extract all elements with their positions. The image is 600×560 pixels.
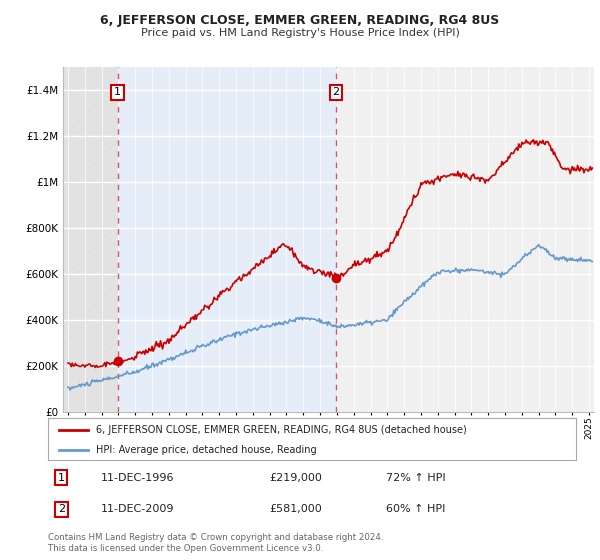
Text: 6, JEFFERSON CLOSE, EMMER GREEN, READING, RG4 8US: 6, JEFFERSON CLOSE, EMMER GREEN, READING… bbox=[100, 14, 500, 27]
Bar bbox=[63, 67, 118, 412]
Text: 1: 1 bbox=[114, 87, 121, 97]
Text: 60% ↑ HPI: 60% ↑ HPI bbox=[386, 505, 445, 515]
Text: £219,000: £219,000 bbox=[270, 473, 323, 483]
Text: Price paid vs. HM Land Registry's House Price Index (HPI): Price paid vs. HM Land Registry's House … bbox=[140, 28, 460, 38]
Bar bbox=[118, 67, 336, 412]
Text: 1: 1 bbox=[58, 473, 65, 483]
Text: 11-DEC-1996: 11-DEC-1996 bbox=[101, 473, 175, 483]
Text: 6, JEFFERSON CLOSE, EMMER GREEN, READING, RG4 8US (detached house): 6, JEFFERSON CLOSE, EMMER GREEN, READING… bbox=[95, 425, 466, 435]
Text: Contains HM Land Registry data © Crown copyright and database right 2024.
This d: Contains HM Land Registry data © Crown c… bbox=[48, 533, 383, 553]
Text: 72% ↑ HPI: 72% ↑ HPI bbox=[386, 473, 446, 483]
Text: 2: 2 bbox=[58, 505, 65, 515]
Text: £581,000: £581,000 bbox=[270, 505, 323, 515]
Text: HPI: Average price, detached house, Reading: HPI: Average price, detached house, Read… bbox=[95, 445, 316, 455]
Text: 11-DEC-2009: 11-DEC-2009 bbox=[101, 505, 175, 515]
Text: 2: 2 bbox=[332, 87, 340, 97]
